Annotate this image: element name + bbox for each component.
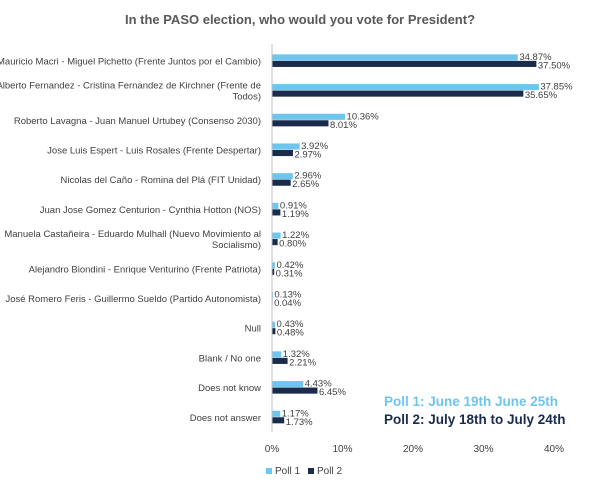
x-tick-label: 40% (544, 444, 564, 455)
category-label: Does not answer (190, 413, 261, 424)
bar-poll-2 (272, 387, 318, 394)
bar-poll-1 (272, 84, 539, 91)
value-label-poll-2: 0.04% (274, 298, 301, 309)
category-label: Blank / No one (199, 353, 261, 364)
category-label: Juan Jose Gomez Centurion - Cynthia Hott… (40, 205, 261, 216)
value-label-poll-2: 2.97% (294, 149, 321, 160)
value-label-poll-2: 2.21% (289, 357, 316, 368)
x-tick-label: 10% (332, 444, 352, 455)
bar-poll-1 (272, 54, 518, 61)
bar-poll-2 (272, 120, 329, 127)
x-tick-label: 30% (473, 444, 493, 455)
value-label-poll-2: 0.31% (276, 268, 303, 279)
bar-poll-1 (272, 173, 293, 180)
value-label-poll-1: 37.85% (540, 82, 573, 93)
value-label-poll-2: 1.73% (286, 417, 313, 428)
bar-poll-1 (272, 113, 346, 120)
value-label-poll-1: 0.13% (274, 289, 301, 300)
value-label-poll-2: 2.65% (292, 179, 319, 190)
category-label: Manuela Castañeira - Eduardo Mulhall (Nu… (4, 229, 261, 251)
value-label-poll-2: 6.45% (319, 387, 346, 398)
legend-label-poll-2: Poll 2 (317, 466, 342, 477)
bar-poll-1 (272, 202, 279, 209)
bar-poll-2 (272, 209, 281, 216)
value-label-poll-1: 0.42% (276, 260, 303, 271)
category-label: Nicolas del Caño - Romina del Plá (FIT U… (61, 175, 261, 186)
value-label-poll-1: 10.36% (347, 111, 380, 122)
x-tick-label: 0% (265, 444, 280, 455)
bar-poll-1 (272, 143, 300, 150)
annotation-poll-2: Poll 2: July 18th to July 24th (384, 412, 566, 427)
bar-poll-2 (272, 328, 276, 335)
x-tick-label: 20% (403, 444, 423, 455)
category-label: Does not know (198, 383, 261, 394)
bar-poll-1 (272, 410, 281, 417)
value-label-poll-2: 8.01% (330, 120, 357, 131)
plot-area: Mauricio Macri - Miguel Pichetto (Frente… (0, 52, 573, 428)
bar-poll-2 (272, 357, 288, 364)
legend-swatch-poll-1 (266, 468, 272, 474)
value-label-poll-1: 3.92% (301, 141, 328, 152)
value-label-poll-2: 0.80% (279, 239, 306, 250)
category-label: Alejandro Biondini - Enrique Venturino (… (29, 264, 261, 275)
category-label: José Romero Feris - Guillermo Sueldo (Pa… (5, 294, 261, 305)
legend-label-poll-1: Poll 1 (275, 466, 300, 477)
x-axis: 0% 10% 20% 30% 40% (265, 44, 564, 455)
value-label-poll-1: 34.87% (519, 52, 552, 63)
bar-poll-1 (272, 262, 275, 269)
value-label-poll-1: 2.96% (294, 171, 321, 182)
value-label-poll-1: 1.32% (283, 349, 310, 360)
bar-poll-1 (272, 351, 282, 358)
legend-swatch-poll-2 (308, 468, 314, 474)
value-label-poll-2: 0.48% (277, 328, 304, 339)
category-label: Jose Luis Espert - Luis Rosales (Frente … (47, 145, 261, 156)
value-label-poll-1: 1.22% (282, 230, 309, 241)
bar-poll-1 (272, 232, 281, 239)
bar-poll-1 (272, 321, 276, 328)
bar-poll-2 (272, 417, 285, 424)
category-label: Null (245, 324, 261, 335)
bar-poll-2 (272, 179, 291, 186)
category-label: Alberto Fernandez - Cristina Fernandez d… (0, 81, 261, 103)
bar-poll-2 (272, 60, 537, 67)
bar-poll-2 (272, 239, 278, 246)
value-label-poll-1: 4.43% (305, 379, 332, 390)
chart-title: In the PASO election, who would you vote… (125, 12, 475, 27)
legend: Poll 1 Poll 2 (266, 466, 342, 477)
value-label-poll-2: 35.65% (525, 90, 558, 101)
value-label-poll-1: 0.91% (280, 200, 307, 211)
value-label-poll-2: 37.50% (538, 60, 571, 71)
category-label: Roberto Lavagna - Juan Manuel Urtubey (C… (14, 116, 261, 127)
annotation-poll-1: Poll 1: June 19th June 25th (384, 394, 558, 409)
value-label-poll-1: 1.17% (282, 408, 309, 419)
bar-poll-1 (272, 381, 304, 388)
bar-poll-2 (272, 90, 524, 97)
value-label-poll-2: 1.19% (282, 209, 309, 220)
value-label-poll-1: 0.43% (277, 319, 304, 330)
bar-poll-2 (272, 268, 275, 275)
category-label: Mauricio Macri - Miguel Pichetto (Frente… (0, 56, 261, 67)
bar-poll-2 (272, 149, 293, 157)
